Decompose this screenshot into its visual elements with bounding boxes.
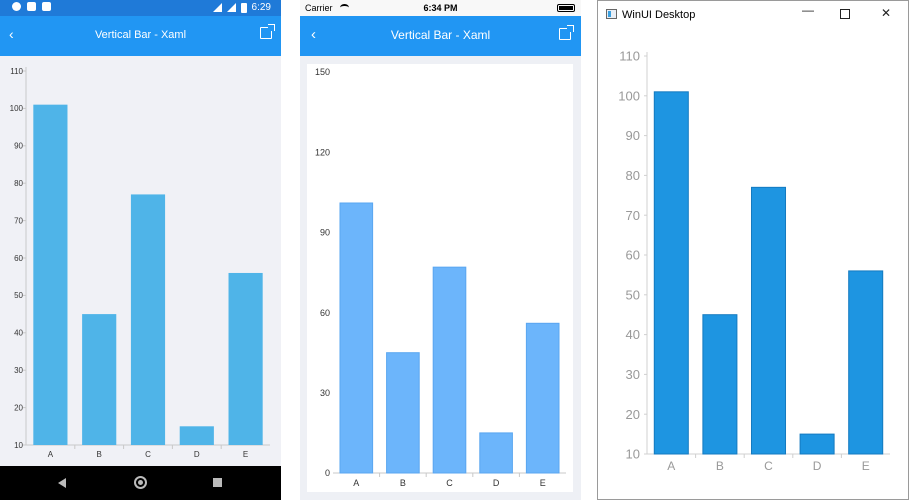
back-icon[interactable]: ‹ [9,26,14,42]
x-tick-label: C [145,450,151,459]
window-title: WinUI Desktop [622,9,696,21]
x-tick-label: B [400,478,406,488]
x-tick-label: C [446,478,453,488]
nav-recent-icon[interactable] [213,478,222,487]
y-tick-label: 100 [10,104,24,113]
android-navigation-bar [0,466,281,500]
ios-page-title: Vertical Bar - Xaml [390,28,491,42]
bar-d [179,426,214,445]
x-tick-label: D [194,450,200,459]
bar-a [653,91,689,455]
y-tick-label: 10 [14,441,23,450]
app-icon [606,9,617,19]
bar-d [799,433,835,455]
y-tick-label: 60 [320,308,330,318]
ios-bar-chart: 0 30 60 90 120 150 A B C D E [315,67,566,488]
bar-b [386,352,420,474]
open-external-icon[interactable] [559,25,574,40]
x-tick-label: E [540,478,546,488]
y-tick-label: 30 [320,388,330,398]
y-tick-label: 20 [626,407,640,422]
back-icon[interactable]: ‹ [311,26,316,43]
battery-icon [557,4,575,12]
x-tick-label: C [764,459,773,473]
y-tick-label: 20 [14,403,23,412]
y-tick-label: 90 [626,128,640,143]
maximize-icon[interactable] [840,9,850,19]
x-tick-label: A [667,459,675,473]
y-tick-label: 120 [315,147,330,157]
bar-e [228,272,263,445]
x-tick-label: A [48,450,54,459]
y-tick-label: 70 [14,216,23,225]
y-tick-label: 40 [14,329,23,338]
shield-icon [27,2,36,11]
x-tick-label: A [353,478,359,488]
y-tick-label: 40 [626,327,640,342]
winui-bar-chart: 10 20 30 40 50 60 70 80 90 100 110 A B C D E [618,49,890,473]
x-tick-label: D [493,478,500,488]
winui-window: WinUI Desktop — ✕ 10 20 30 40 50 60 70 80 90 100 1… [597,0,909,500]
y-tick-label: 80 [626,168,640,183]
android-status-time: 6:29 [251,2,271,13]
android-bar-chart: 10 20 30 40 50 60 70 80 90 100 110 A B C D E [10,67,270,459]
bar-e [848,270,884,455]
x-tick-label: E [243,450,248,459]
y-tick-label: 30 [626,367,640,382]
y-tick-label: 150 [315,67,330,77]
open-external-icon[interactable] [260,24,275,39]
android-app-bar: ‹ Vertical Bar - Xaml [0,16,281,56]
wifi-icon [340,4,349,11]
bar-c [130,194,166,445]
nav-home-icon[interactable] [134,476,147,489]
y-tick-label: 90 [320,228,330,238]
y-tick-label: 100 [618,88,640,103]
x-tick-label: B [97,450,102,459]
bar-a [339,202,374,474]
y-tick-label: 70 [626,208,640,223]
bar-b [702,314,738,455]
ios-screen: Carrier 6:34 PM ‹ Vertical Bar - Xaml 0 3… [300,0,581,500]
carrier-label: Carrier [305,3,333,13]
ios-status-time: 6:34 PM [423,3,458,13]
wifi-icon [212,3,222,12]
x-tick-label: D [813,459,822,473]
sd-card-icon [42,2,51,11]
x-tick-label: B [716,459,724,473]
ios-status-bar: Carrier 6:34 PM [300,0,581,16]
android-page-title: Vertical Bar - Xaml [94,29,187,41]
signal-icon [226,3,236,12]
bar-e [525,322,560,474]
settings-icon [12,2,21,11]
y-tick-label: 50 [14,291,23,300]
nav-back-icon[interactable] [58,478,66,488]
y-tick-label: 50 [626,287,640,302]
bar-c [750,186,787,455]
bar-c [432,266,467,474]
y-tick-label: 80 [14,179,23,188]
y-tick-label: 60 [626,248,640,263]
y-tick-label: 0 [325,468,330,478]
y-tick-label: 110 [619,49,640,64]
y-tick-label: 90 [14,142,23,151]
ios-nav-bar: ‹ Vertical Bar - Xaml [300,16,581,56]
android-screen: 6:29 ‹ Vertical Bar - Xaml 10 20 30 40 50 60 7… [0,0,281,500]
minimize-icon[interactable]: — [802,3,814,17]
y-tick-label: 30 [14,366,23,375]
y-tick-label: 10 [626,447,640,462]
close-icon[interactable]: ✕ [880,6,892,20]
window-title-bar: WinUI Desktop — ✕ [598,1,908,29]
bar-d [479,432,513,474]
y-tick-label: 60 [14,254,23,263]
battery-icon [240,2,247,13]
x-tick-label: E [862,459,870,473]
y-tick-label: 110 [10,67,23,76]
android-status-bar: 6:29 [0,0,281,16]
bar-a [33,104,68,445]
bar-b [82,314,117,445]
